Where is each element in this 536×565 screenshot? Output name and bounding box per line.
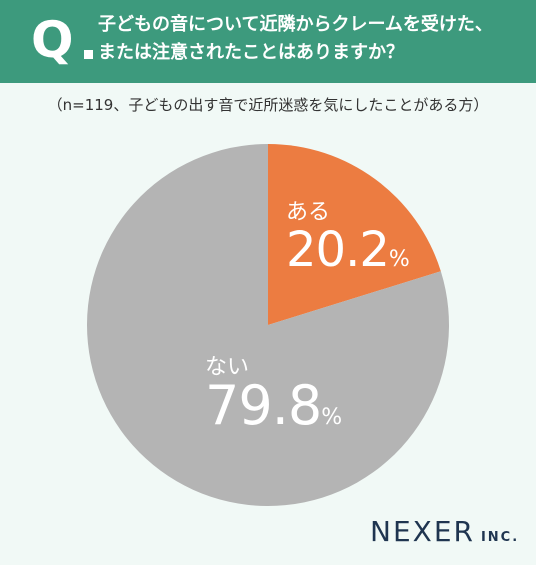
- slice-value-aru: 20.2: [286, 222, 390, 278]
- question-line-1: 子どもの音について近隣からクレームを受けた、: [98, 14, 493, 35]
- question-text: 子どもの音について近隣からクレームを受けた、 または注意されたことはありますか？: [98, 11, 530, 67]
- slice-nai: [87, 144, 450, 506]
- q-dot: [84, 50, 93, 59]
- slice-unit-nai: %: [321, 405, 343, 430]
- logo-sub-text: INC.: [480, 530, 520, 545]
- logo-main-text: NEXER: [370, 515, 475, 548]
- slice-unit-aru: %: [388, 247, 410, 272]
- question-header: Q 子どもの音について近隣からクレームを受けた、 または注意されたことはあります…: [0, 0, 536, 83]
- nexer-logo: NEXER INC.: [370, 515, 519, 548]
- slice-label-aru: ある 20.2%: [286, 200, 410, 275]
- chart-subtitle: （n=119、子どもの出す音で近所迷惑を気にしたことがある方）: [47, 96, 489, 114]
- q-mark: Q: [31, 11, 74, 69]
- slice-name-nai: ない: [205, 355, 250, 380]
- slice-name-aru: ある: [286, 200, 331, 225]
- slice-label-nai: ない 79.8%: [205, 357, 342, 433]
- slice-value-nai: 79.8: [205, 374, 322, 437]
- question-line-2: または注意されたことはありますか？: [98, 42, 404, 63]
- slice-aru: [268, 144, 441, 325]
